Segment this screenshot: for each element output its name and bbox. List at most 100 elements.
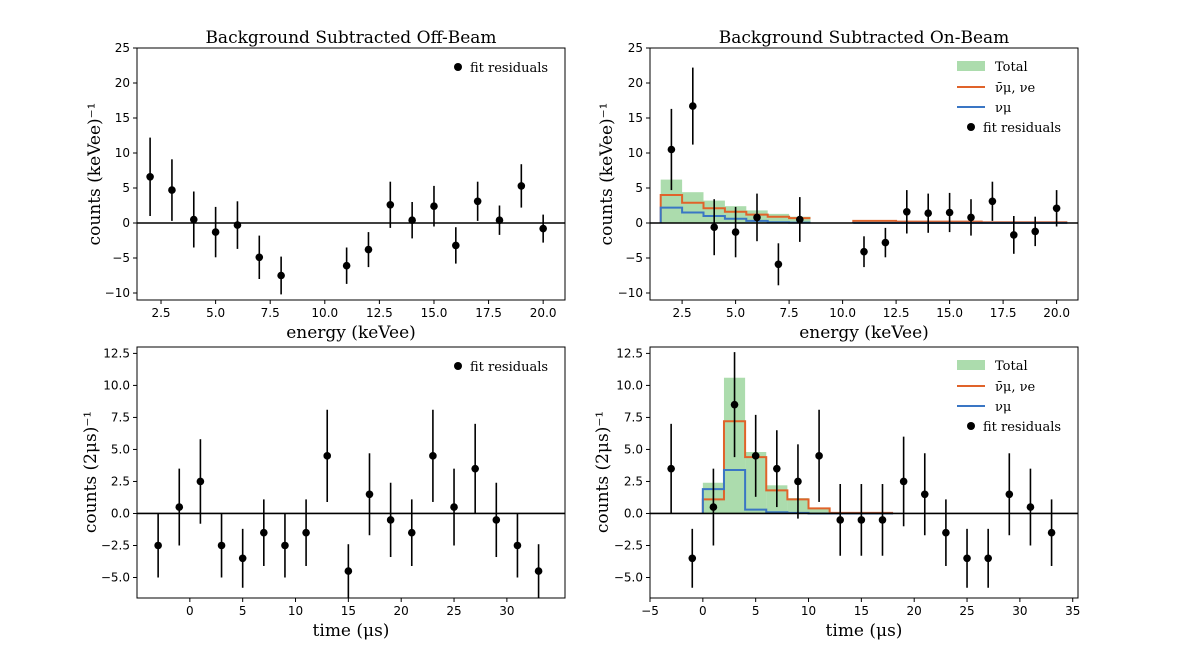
x-tick-label: 17.5	[990, 306, 1017, 320]
legend-marker-fit-residuals	[967, 422, 975, 430]
y-tick-label: 20	[628, 76, 643, 90]
x-tick-label: 5.0	[726, 306, 745, 320]
y-tick-label: −10	[105, 286, 130, 300]
data-point	[878, 484, 887, 556]
data-point	[689, 67, 697, 145]
y-tick-label: 15	[628, 111, 643, 125]
data-point	[344, 544, 353, 598]
x-tick-label: 12.5	[883, 306, 910, 320]
data-marker	[710, 223, 718, 231]
data-marker	[963, 554, 971, 563]
legend-label-fit-residuals: fit residuals	[470, 360, 548, 375]
data-point	[430, 185, 438, 227]
data-marker	[539, 224, 547, 233]
data-marker	[281, 541, 289, 550]
y-tick-label: 10.0	[616, 378, 643, 392]
x-axis-label: energy (keVee)	[799, 323, 929, 343]
x-tick-label: 10.0	[829, 306, 856, 320]
data-point	[534, 544, 543, 598]
data-marker	[430, 202, 438, 210]
axes-frame	[136, 47, 566, 301]
data-point	[452, 227, 460, 264]
data-marker	[495, 216, 504, 224]
legend-label-fit-residuals: fit residuals	[983, 121, 1061, 136]
legend-swatch-total	[957, 360, 985, 370]
data-point	[1031, 216, 1039, 247]
data-marker	[408, 216, 416, 224]
x-tick-label: 25	[959, 604, 974, 618]
data-point	[255, 235, 264, 279]
legend: fit residuals	[454, 360, 548, 375]
y-tick-label: 25	[628, 41, 643, 55]
legend-marker-fit-residuals	[454, 63, 462, 71]
x-tick-label: 20	[907, 604, 922, 618]
data-marker	[429, 452, 437, 460]
legend-label-numubar-nue: ν̄μ, νe	[995, 380, 1036, 395]
x-tick-label: 2.5	[673, 306, 692, 320]
data-marker	[323, 452, 332, 460]
data-point	[753, 193, 761, 242]
data-point	[942, 499, 950, 566]
data-marker	[920, 490, 929, 499]
y-tick-label: 5.0	[624, 442, 643, 456]
data-point	[386, 181, 395, 228]
data-marker	[386, 516, 395, 524]
data-point	[688, 528, 697, 588]
legend-label-numu: νμ	[995, 101, 1011, 116]
data-marker	[1052, 204, 1061, 213]
y-tick-label: 10	[628, 146, 643, 160]
y-tick-label: 5	[635, 181, 643, 195]
data-point	[386, 482, 395, 558]
x-tick-label: 0	[699, 604, 707, 618]
data-point	[796, 197, 804, 242]
y-axis-label: counts (2μs)⁻¹	[81, 411, 101, 533]
legend-marker-fit-residuals	[967, 123, 975, 131]
legend-label-fit-residuals: fit residuals	[983, 420, 1061, 435]
data-point	[302, 499, 310, 566]
data-marker	[774, 260, 783, 269]
y-tick-label: −5.0	[614, 571, 643, 585]
data-marker	[189, 215, 198, 224]
y-tick-label: 10.0	[103, 378, 130, 392]
panel-energy-off-beam: Background Subtracted Off-Beam energy (k…	[85, 28, 566, 343]
data-point	[217, 513, 226, 578]
y-tick-label: 15	[115, 111, 130, 125]
x-tick-label: 10	[801, 604, 816, 618]
data-marker	[753, 213, 761, 222]
y-tick-label: −10	[618, 286, 643, 300]
data-marker	[688, 554, 697, 563]
data-point	[342, 247, 351, 284]
data-point	[751, 414, 760, 497]
data-marker	[988, 197, 997, 206]
axes-frame	[649, 346, 1079, 599]
x-tick-label: 15	[854, 604, 869, 618]
data-point	[211, 206, 220, 258]
y-tick-label: −2.5	[101, 538, 130, 552]
data-point	[277, 256, 285, 295]
data-point	[709, 468, 718, 546]
y-tick-label: −2.5	[614, 538, 643, 552]
data-marker	[1047, 528, 1056, 537]
data-point	[984, 528, 992, 588]
data-marker	[175, 503, 184, 511]
data-point	[146, 137, 154, 216]
data-point	[920, 453, 929, 536]
data-marker	[773, 464, 781, 473]
data-marker	[233, 221, 242, 229]
x-tick-label: −5	[641, 604, 659, 618]
y-tick-label: 0.0	[111, 506, 130, 520]
data-marker	[1005, 490, 1014, 499]
y-tick-label: 12.5	[616, 346, 643, 360]
data-marker	[796, 215, 804, 224]
data-point	[773, 430, 781, 508]
x-tick-label: 25	[446, 604, 461, 618]
data-point	[667, 423, 675, 514]
data-marker	[1031, 227, 1039, 236]
data-point	[988, 181, 997, 221]
data-marker	[196, 477, 205, 486]
y-tick-label: 0	[122, 216, 130, 230]
x-tick-label: 20.0	[530, 306, 557, 320]
total-bar	[767, 213, 790, 223]
y-tick-label: 7.5	[111, 410, 130, 424]
x-tick-label: 15	[341, 604, 356, 618]
